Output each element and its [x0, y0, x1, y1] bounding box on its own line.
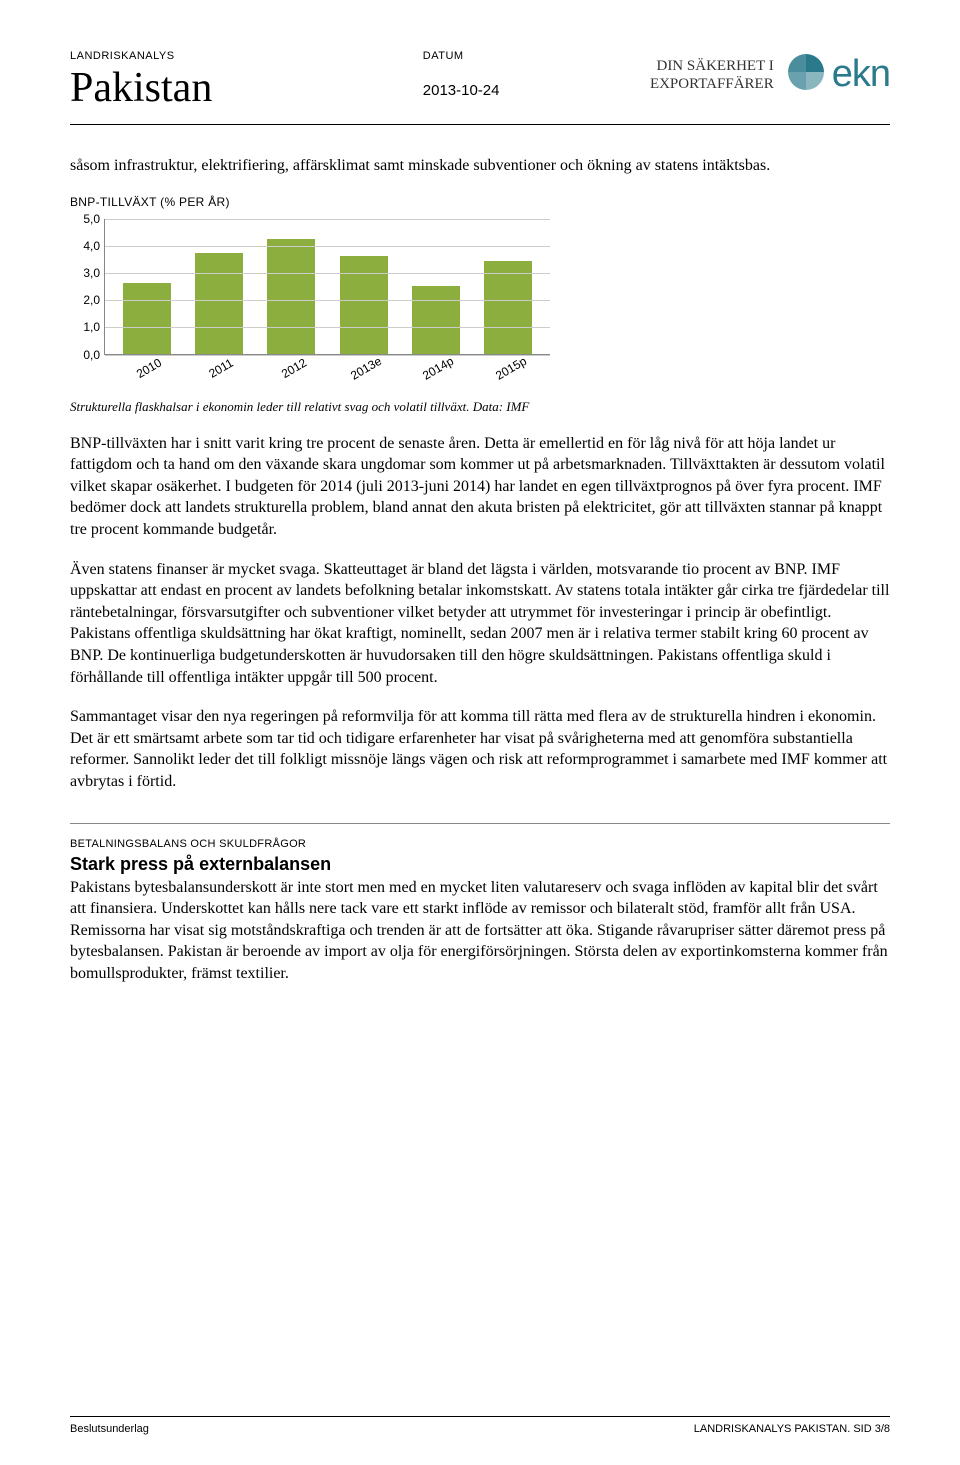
plot-area: [104, 219, 550, 355]
chart-bar: [412, 286, 460, 354]
doc-type-label: LANDRISKANALYS: [70, 50, 212, 62]
x-tick-label: 2011: [197, 350, 256, 403]
footer-left: Beslutsunderlag: [70, 1423, 149, 1435]
chart-bar: [123, 283, 171, 354]
chart-gridline: [105, 219, 550, 220]
paragraph-2: Även statens finanser är mycket svaga. S…: [70, 559, 890, 689]
header-right: DIN SÄKERHET I EXPORTAFFÄRER ekn: [650, 50, 890, 99]
chart-bar: [340, 256, 388, 354]
chart-title: BNP-TILLVÄXT (% PER ÅR): [70, 195, 890, 209]
y-tick-label: 0,0: [70, 348, 100, 362]
brand-line-1: DIN SÄKERHET I: [650, 57, 774, 75]
logo-text: ekn: [832, 53, 890, 96]
paragraph-1: BNP-tillväxten har i snitt varit kring t…: [70, 433, 890, 541]
date-value: 2013-10-24: [423, 82, 500, 99]
footer-right: LANDRISKANALYS PAKISTAN. SID 3/8: [694, 1423, 890, 1435]
bars-container: [105, 219, 550, 354]
section-heading: Stark press på externbalansen: [70, 854, 890, 875]
chart-gridline: [105, 300, 550, 301]
date-label: DATUM: [423, 50, 500, 62]
chart-bar: [195, 253, 243, 354]
chart-gridline: [105, 246, 550, 247]
country-title: Pakistan: [70, 64, 212, 112]
header-mid: DATUM 2013-10-24: [423, 50, 500, 99]
bar-chart-area: 2010201120122013e2014p2015p 0,0 1,0 2,0 3,0…: [70, 219, 550, 389]
page-footer: Beslutsunderlag LANDRISKANALYS PAKISTAN.…: [70, 1416, 890, 1435]
y-tick-label: 1,0: [70, 320, 100, 334]
y-tick-label: 4,0: [70, 239, 100, 253]
chart-caption: Strukturella flaskhalsar i ekonomin lede…: [70, 399, 890, 415]
y-tick-label: 2,0: [70, 293, 100, 307]
chart-bar: [267, 239, 315, 353]
brand-line-2: EXPORTAFFÄRER: [650, 75, 774, 93]
x-tick-label: 2013e: [342, 350, 401, 403]
chart-gridline: [105, 273, 550, 274]
chart-gridline: [105, 327, 550, 328]
x-tick-label: 2014p: [414, 350, 473, 403]
section-label: BETALNINGSBALANS OCH SKULDFRÅGOR: [70, 823, 890, 850]
x-tick-label: 2010: [125, 350, 184, 403]
y-tick-label: 3,0: [70, 266, 100, 280]
logo: ekn: [784, 50, 890, 99]
section-body: Pakistans bytesbalansunderskott är inte …: [70, 877, 890, 985]
logo-icon: [784, 50, 828, 99]
x-tick-label: 2012: [270, 350, 329, 403]
x-axis-labels: 2010201120122013e2014p2015p: [104, 355, 550, 389]
bnp-chart: 2010201120122013e2014p2015p 0,0 1,0 2,0 3,0…: [70, 219, 890, 389]
chart-bar: [484, 261, 532, 353]
page: LANDRISKANALYS Pakistan DATUM 2013-10-24…: [0, 0, 960, 1465]
intro-paragraph: såsom infrastruktur, elektrifiering, aff…: [70, 155, 890, 177]
paragraph-3: Sammantaget visar den nya regeringen på …: [70, 706, 890, 792]
header-left: LANDRISKANALYS Pakistan: [70, 50, 212, 112]
y-tick-label: 5,0: [70, 212, 100, 226]
page-header: LANDRISKANALYS Pakistan DATUM 2013-10-24…: [70, 50, 890, 125]
brand-tagline: DIN SÄKERHET I EXPORTAFFÄRER: [650, 57, 774, 93]
x-tick-label: 2015p: [487, 350, 546, 403]
